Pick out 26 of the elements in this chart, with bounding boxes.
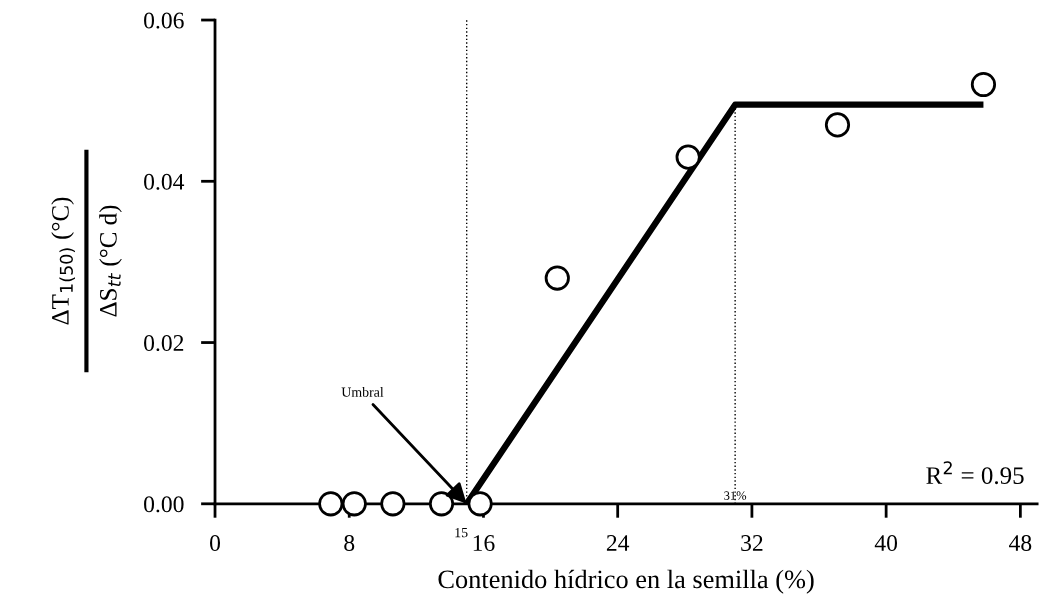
point bbox=[824, 112, 851, 138]
annotation: Umbral bbox=[341, 387, 384, 397]
x-tick-label: 24 bbox=[606, 535, 630, 551]
text: ΔT$_{1(50)}$ (°C) ΔS$_{tt}$ (°C d) bbox=[51, 197, 122, 325]
x-tick-label: 16 bbox=[473, 535, 495, 551]
x-tick-label: 48 bbox=[1009, 535, 1032, 551]
ref-line-label: 15 bbox=[455, 527, 468, 538]
point bbox=[341, 491, 367, 517]
y-tick-label: 0.04 bbox=[144, 173, 185, 190]
ref-line-label: 31% bbox=[724, 491, 747, 500]
x-tick-label: 40 bbox=[874, 535, 898, 551]
point bbox=[428, 491, 455, 517]
x-tick-label: 8 bbox=[344, 535, 355, 551]
point bbox=[970, 71, 997, 98]
point bbox=[675, 144, 701, 170]
y-tick-label: 0.00 bbox=[144, 496, 184, 513]
y-tick-label: 0.06 bbox=[144, 12, 184, 29]
annotation: R$^{2}$ = 0.95 bbox=[926, 461, 1024, 485]
x-axis-title: Contenido hídrico en la semilla (%) bbox=[438, 569, 814, 594]
y-tick-label: 0.02 bbox=[144, 335, 184, 352]
point bbox=[467, 491, 493, 517]
point bbox=[380, 491, 406, 517]
x-tick-label: 32 bbox=[741, 535, 763, 551]
x-tick-label: 0 bbox=[210, 535, 221, 551]
point bbox=[544, 265, 570, 291]
point bbox=[318, 491, 344, 517]
